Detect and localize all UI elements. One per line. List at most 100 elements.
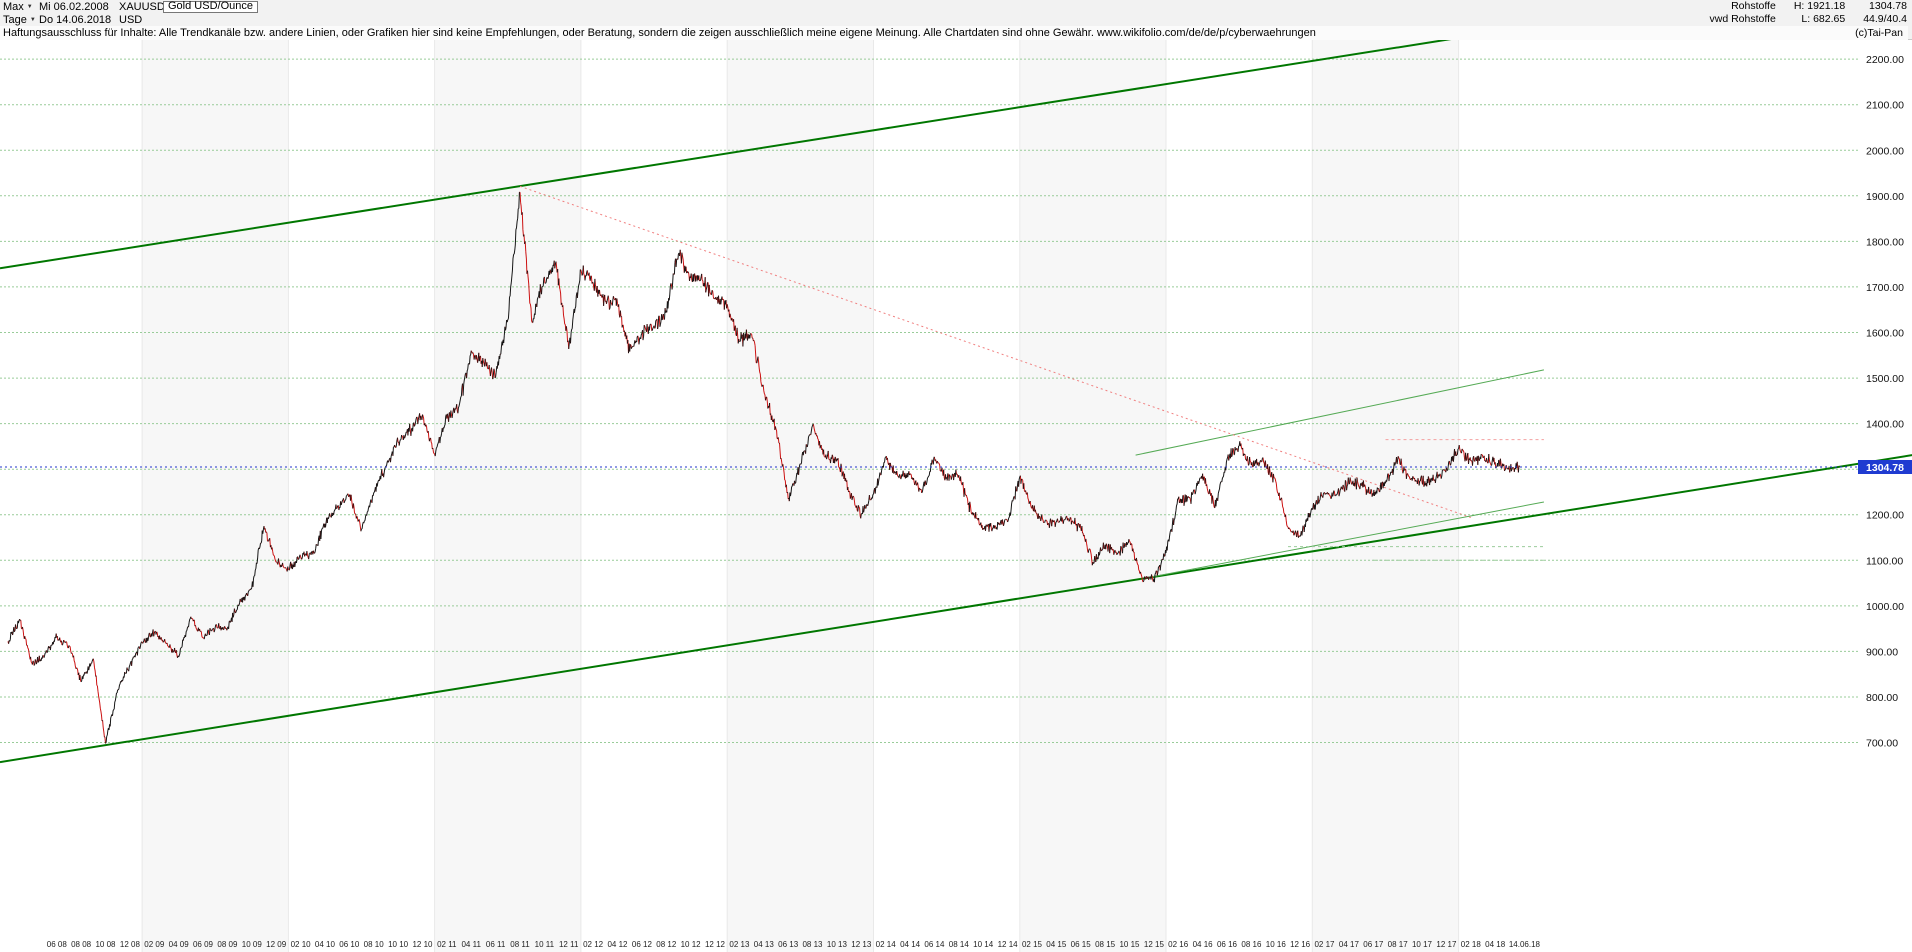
svg-text:10 11: 10 11 [535,940,555,949]
svg-text:02 10: 02 10 [291,940,312,949]
svg-text:04 10: 04 10 [315,940,336,949]
chevron-down-icon: ▼ [26,3,33,10]
svg-text:06 09: 06 09 [193,940,214,949]
end-date: Do 14.06.2018 [39,13,112,26]
svg-text:02 18: 02 18 [1461,940,1482,949]
symbol-code: XAUUSD [119,0,165,13]
svg-text:1500.00: 1500.00 [1866,373,1904,385]
svg-text:2200.00: 2200.00 [1866,54,1904,66]
category-label: Rohstoffe [1731,0,1776,12]
quote-info-panel: Rohstoffe H: 1921.18 1304.78 vwd Rohstof… [1709,0,1907,26]
svg-text:12 15: 12 15 [1144,940,1165,949]
chart-area[interactable]: 2200.00 2100.00 2000.00 1900.00 1800.00 1700.… [0,40,1912,952]
svg-text:08 15: 08 15 [1095,940,1116,949]
svg-text:10 08: 10 08 [95,940,116,949]
svg-text:08 14: 08 14 [949,940,970,949]
svg-text:02 11: 02 11 [437,940,457,949]
svg-text:10 15: 10 15 [1119,940,1140,949]
chevron-down-icon: ▼ [29,16,36,23]
svg-text:1304.78: 1304.78 [1866,462,1904,474]
last-price-tag [1858,460,1912,474]
svg-text:06 12: 06 12 [632,940,653,949]
svg-text:04 12: 04 12 [607,940,628,949]
svg-text:04 17: 04 17 [1339,940,1360,949]
svg-text:08 17: 08 17 [1388,940,1409,949]
svg-text:1900.00: 1900.00 [1866,191,1904,203]
svg-text:02 14: 02 14 [876,940,897,949]
svg-text:1200.00: 1200.00 [1866,510,1904,522]
svg-text:02 16: 02 16 [1168,940,1189,949]
svg-text:10 16: 10 16 [1266,940,1287,949]
svg-text:02 15: 02 15 [1022,940,1043,949]
currency-code: USD [119,13,143,26]
svg-text:2000.00: 2000.00 [1866,145,1904,157]
svg-text:10 17: 10 17 [1412,940,1433,949]
svg-text:10 13: 10 13 [827,940,848,949]
svg-text:12 13: 12 13 [851,940,872,949]
stat-value: 44.9/40.4 [1863,13,1907,25]
svg-text:12 16: 12 16 [1290,940,1311,949]
svg-text:08 08: 08 08 [71,940,92,949]
svg-text:04 13: 04 13 [754,940,775,949]
chart-toolbar: Max ▼ Mi 06.02.2008 XAUUSD Gold USD/Ounce… [0,0,1912,40]
svg-text:06 08: 06 08 [47,940,68,949]
svg-text:1000.00: 1000.00 [1866,601,1904,613]
high-value: H: 1921.18 [1793,0,1846,12]
svg-text:12 08: 12 08 [120,940,141,949]
range-selector[interactable]: Max ▼ [3,1,39,13]
svg-text:12 09: 12 09 [266,940,287,949]
svg-text:12 12: 12 12 [705,940,726,949]
svg-text:12 14: 12 14 [998,940,1019,949]
svg-text:06 13: 06 13 [778,940,799,949]
svg-text:08 13: 08 13 [802,940,823,949]
disclaimer-text: Haftungsausschluss für Inhalte: Alle Tre… [3,27,1316,39]
svg-text:02 09: 02 09 [144,940,165,949]
toolbar-row-1: Max ▼ Mi 06.02.2008 XAUUSD Gold USD/Ounce [3,0,258,13]
svg-text:04 11: 04 11 [461,940,481,949]
svg-text:1800.00: 1800.00 [1866,236,1904,248]
svg-text:14.06.18: 14.06.18 [1509,940,1541,949]
svg-text:1700.00: 1700.00 [1866,282,1904,294]
svg-text:08 12: 08 12 [656,940,677,949]
svg-text:12 11: 12 11 [559,940,579,949]
svg-text:08 16: 08 16 [1241,940,1262,949]
disclaimer-row: Haftungsausschluss für Inhalte: Alle Tre… [0,26,1908,40]
svg-text:08 10: 08 10 [364,940,385,949]
period-selector[interactable]: Tage ▼ [3,14,39,26]
price-chart-canvas[interactable]: 2200.00 2100.00 2000.00 1900.00 1800.00 1700.… [0,40,1912,952]
svg-text:10 14: 10 14 [973,940,994,949]
range-selector-label: Max [3,0,24,13]
svg-text:2100.00: 2100.00 [1866,100,1904,112]
svg-text:800.00: 800.00 [1866,692,1898,704]
provider-label: vwd Rohstoffe [1709,13,1776,25]
svg-text:06 14: 06 14 [924,940,945,949]
svg-text:700.00: 700.00 [1866,738,1898,750]
svg-text:12 10: 12 10 [412,940,433,949]
svg-text:900.00: 900.00 [1866,646,1898,658]
svg-text:02 17: 02 17 [1314,940,1335,949]
svg-text:06 10: 06 10 [339,940,360,949]
svg-text:02 12: 02 12 [583,940,604,949]
svg-text:08 09: 08 09 [217,940,238,949]
last-value: 1304.78 [1869,0,1907,12]
svg-text:1600.00: 1600.00 [1866,328,1904,340]
toolbar-row-2: Tage ▼ Do 14.06.2018 USD [3,13,163,26]
svg-text:10 10: 10 10 [388,940,409,949]
start-date: Mi 06.02.2008 [39,0,109,13]
svg-text:02 13: 02 13 [729,940,750,949]
svg-text:10 09: 10 09 [242,940,263,949]
period-selector-label: Tage [3,13,27,26]
svg-text:08 11: 08 11 [510,940,530,949]
svg-text:04 14: 04 14 [900,940,921,949]
instrument-name: Gold USD/Ounce [163,0,258,13]
svg-text:04 16: 04 16 [1193,940,1214,949]
svg-text:1400.00: 1400.00 [1866,419,1904,431]
svg-text:04 18: 04 18 [1485,940,1506,949]
copyright-label: (c)Tai-Pan [1855,27,1903,39]
low-value: L: 682.65 [1801,13,1846,25]
svg-text:1100.00: 1100.00 [1866,555,1903,567]
svg-text:06 15: 06 15 [1071,940,1092,949]
svg-text:10 12: 10 12 [681,940,702,949]
svg-text:04 09: 04 09 [169,940,190,949]
